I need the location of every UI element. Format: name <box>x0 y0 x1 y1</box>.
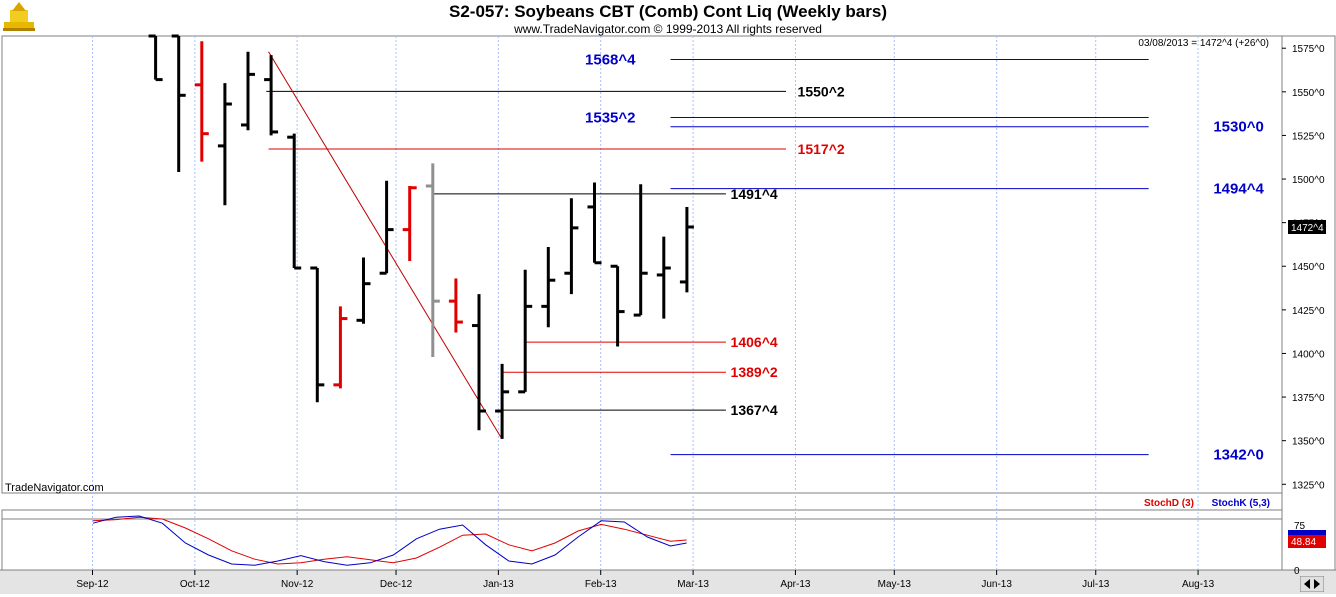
level-label: 1389^2 <box>731 364 778 380</box>
price-levels: 1568^4 1550^2 1535^2 1530^0 1517^2 1494^4 1491… <box>266 52 1264 464</box>
stochastic-panel: StochD (3) StochK (5,3) 0 75 48.84 <box>2 498 1326 577</box>
legend-stochk: StochK (5,3) <box>1212 498 1270 509</box>
level-label: 1406^4 <box>731 334 778 350</box>
scroll-arrows-icon[interactable] <box>1299 575 1325 593</box>
stoch-value-label: 48.84 <box>1291 537 1316 548</box>
level-label: 1491^4 <box>731 186 778 202</box>
date-tick-label: Jan-13 <box>483 579 514 590</box>
ohlc-bar <box>264 55 279 136</box>
trade-navigator-logo-icon <box>2 2 36 32</box>
ohlc-bar <box>379 180 394 275</box>
ohlc-bar <box>472 294 487 431</box>
last-price-label: 1472^4 <box>1291 223 1324 234</box>
ohlc-bar <box>241 51 256 131</box>
price-tick-label: 1550^0 <box>1292 88 1325 99</box>
date-tick-label: Aug-13 <box>1182 579 1215 590</box>
chart-frames <box>0 35 1336 594</box>
date-axis-background <box>0 570 1336 594</box>
level-label: 1530^0 <box>1213 119 1263 136</box>
price-tick-label: 1575^0 <box>1292 44 1325 55</box>
price-tick-label: 1400^0 <box>1292 349 1325 360</box>
legend-stochd: StochD (3) <box>1144 498 1194 509</box>
ohlc-bar <box>679 206 694 293</box>
level-label: 1342^0 <box>1213 447 1263 464</box>
stoch-value-box-blue <box>1288 530 1326 535</box>
ohlc-bar <box>425 163 440 357</box>
chart-title: S2-057: Soybeans CBT (Comb) Cont Liq (We… <box>449 2 887 21</box>
ohlc-bar <box>656 236 671 319</box>
price-axis[interactable]: 1325^01350^01375^01400^01425^01450^01475… <box>1282 44 1326 491</box>
ohlc-bar <box>541 247 556 328</box>
ohlc-bar <box>402 186 417 262</box>
ohlc-bar <box>217 83 232 206</box>
stoch-series-line <box>92 515 687 566</box>
ohlc-bar <box>287 133 302 270</box>
last-price-box <box>1288 219 1326 234</box>
ohlc-bar <box>333 306 348 389</box>
price-tick-label: 1425^0 <box>1292 306 1325 317</box>
date-tick-label: Jun-13 <box>981 579 1012 590</box>
date-tick-label: May-13 <box>878 579 912 590</box>
date-tick-label: Apr-13 <box>780 579 810 590</box>
ohlc-bar <box>448 278 463 333</box>
copyright-text: www.TradeNavigator.com © 1999-2013 All r… <box>514 22 822 36</box>
status-readout: 03/08/2013 = 1472^4 (+26^0) <box>1138 38 1269 49</box>
level-label: 1550^2 <box>798 83 845 99</box>
level-label: 1535^2 <box>585 110 635 127</box>
date-tick-label: Mar-13 <box>677 579 709 590</box>
vertical-gridlines <box>92 36 1199 570</box>
level-label: 1494^4 <box>1213 181 1264 198</box>
ohlc-bar <box>495 363 510 439</box>
level-label: 1517^2 <box>798 141 845 157</box>
price-tick-label: 1500^0 <box>1292 175 1325 186</box>
ohlc-bar <box>564 198 579 295</box>
date-tick-label: Jul-13 <box>1082 579 1110 590</box>
ohlc-bar <box>171 34 186 173</box>
ohlc-bar <box>633 184 648 317</box>
stoch-tick-label: 75 <box>1294 521 1306 532</box>
ohlc-bar <box>310 266 325 403</box>
price-tick-label: 1350^0 <box>1292 437 1325 448</box>
watermark-label: TradeNavigator.com <box>5 482 104 494</box>
ohlc-bar <box>148 34 163 82</box>
ohlc-bar <box>194 41 209 162</box>
date-axis[interactable]: Sep-12 Oct-12 Nov-12 Dec-12 Jan-13 Feb-13 Mar-… <box>76 570 1215 590</box>
date-tick-label: Feb-13 <box>585 579 617 590</box>
date-tick-label: Dec-12 <box>380 579 413 590</box>
ohlc-bars <box>148 34 694 439</box>
stoch-value-box <box>1288 534 1326 548</box>
price-tick-label: 1375^0 <box>1292 393 1325 404</box>
ohlc-bar <box>356 257 371 324</box>
stoch-tick-label: 0 <box>1294 566 1300 577</box>
ohlc-bar <box>587 182 602 265</box>
price-tick-label: 1450^0 <box>1292 262 1325 273</box>
date-tick-label: Nov-12 <box>281 579 314 590</box>
price-tick-label: 1325^0 <box>1292 480 1325 491</box>
ohlc-bar <box>610 264 625 347</box>
axis-panel-frame <box>1281 35 1336 571</box>
date-tick-label: Sep-12 <box>76 579 109 590</box>
level-label: 1568^4 <box>585 52 636 69</box>
ohlc-bar <box>518 269 533 394</box>
date-tick-label: Oct-12 <box>180 579 210 590</box>
price-tick-label: 1525^0 <box>1292 131 1325 142</box>
level-label: 1367^4 <box>731 402 778 418</box>
stochastic-panel-frame <box>1 509 1283 571</box>
